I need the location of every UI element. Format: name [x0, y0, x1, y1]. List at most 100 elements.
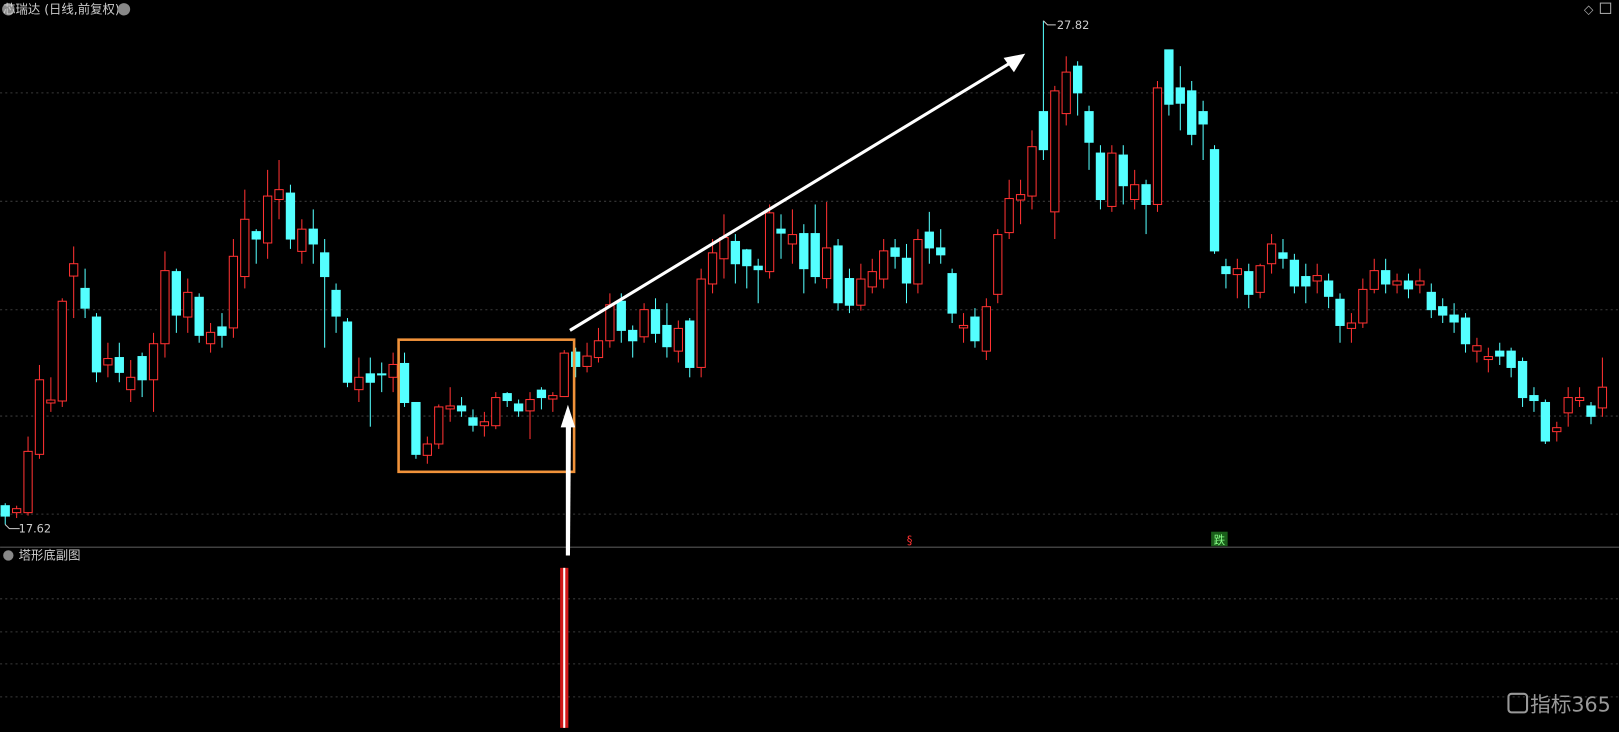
candle-body [696, 278, 706, 368]
candle-body [799, 233, 809, 270]
candle-body [171, 271, 182, 316]
dropdown-icon[interactable] [117, 3, 131, 16]
candle-body [1232, 268, 1242, 276]
candle-body [1266, 243, 1277, 265]
candle-body [719, 237, 729, 260]
candle-body [1175, 87, 1185, 104]
candle-body [46, 399, 56, 404]
arrow-head [1003, 53, 1026, 73]
candle-body [388, 363, 398, 378]
candle-body [993, 234, 1003, 295]
candle-body [582, 355, 592, 367]
candle-body [650, 309, 661, 334]
candle-body [297, 228, 307, 252]
candle-body [901, 257, 912, 284]
candle-body [1517, 360, 1528, 399]
highlight-box [397, 338, 576, 474]
candle-body [1403, 280, 1414, 290]
candle-body [1255, 265, 1265, 293]
candle-body [707, 252, 718, 285]
candle-body [1152, 87, 1163, 205]
max-label: 27.82 [1057, 18, 1089, 32]
dropdown-icon[interactable] [3, 550, 14, 561]
candle-body [91, 316, 102, 373]
candle-body [1198, 111, 1208, 125]
candle-body [331, 289, 341, 317]
candle-body [821, 247, 832, 280]
candle-body [160, 270, 170, 345]
candle-body [559, 352, 569, 398]
candle-body [1449, 314, 1459, 323]
candle-body [148, 343, 159, 381]
candle-body [685, 320, 695, 368]
candle-body [126, 376, 136, 391]
candle-body [228, 255, 239, 329]
candle-body [1335, 298, 1345, 326]
candle-body [548, 395, 558, 400]
arrow-line [569, 60, 1013, 332]
candle-body [1483, 356, 1493, 361]
marker: § [907, 533, 913, 547]
candle-body [1346, 322, 1357, 329]
candle-body [1061, 71, 1071, 115]
candle-body [1015, 194, 1026, 201]
candle-body [1563, 397, 1573, 414]
candle-body [1506, 350, 1516, 368]
candle-body [913, 239, 923, 285]
candle-body [1038, 111, 1049, 151]
candle-body [1529, 395, 1539, 402]
candle-body [1221, 266, 1231, 275]
candle-body [753, 265, 763, 271]
candle-body [137, 356, 147, 381]
candle-body [856, 278, 866, 306]
candle-body [479, 421, 490, 427]
candle-body [80, 287, 90, 309]
candle-body [342, 321, 353, 383]
dropdown-icon[interactable] [2, 3, 15, 16]
candle-body [742, 249, 752, 267]
candle-body [422, 443, 432, 456]
candle-body [1084, 111, 1094, 143]
candle-body [1095, 152, 1106, 201]
candle-body [879, 250, 889, 280]
candle-body [468, 417, 478, 426]
chart-title: 芯瑞达 (日线,前复权) [3, 1, 120, 16]
candle-body [1050, 90, 1060, 213]
candle-body [1323, 280, 1334, 297]
candle-body [23, 450, 33, 514]
min-label: 17.62 [19, 522, 51, 536]
candle-body [1586, 405, 1596, 417]
candle-body [673, 327, 683, 352]
arrow-line [565, 423, 572, 556]
candle-body [970, 316, 980, 342]
icon[interactable] [1599, 2, 1612, 14]
candle-body [456, 405, 467, 412]
candle-body [274, 189, 284, 201]
candle-body [513, 403, 524, 412]
max-pointer [1043, 20, 1056, 26]
marker: 跌 [1214, 533, 1225, 547]
candle-body [285, 192, 296, 240]
candle-body [1574, 397, 1585, 402]
candle-body [867, 271, 877, 288]
candle-body [616, 300, 626, 331]
candle-body [776, 228, 786, 234]
candle-body [354, 376, 364, 391]
candle-body [11, 508, 22, 514]
candle-body [103, 358, 113, 366]
candle-body [502, 393, 512, 402]
candle-body [833, 245, 843, 304]
candle-body [411, 401, 421, 455]
candle-body [605, 304, 615, 342]
candle-body [183, 291, 193, 318]
candle-body [1278, 252, 1288, 259]
candle-body [1289, 259, 1300, 287]
candle-body [947, 273, 957, 314]
candle-body [0, 505, 10, 517]
candle-body [114, 357, 124, 373]
candle-body [1072, 65, 1083, 94]
candle-body [639, 309, 649, 338]
candle-body [1415, 280, 1425, 286]
icon[interactable]: ◇ [1584, 2, 1594, 16]
